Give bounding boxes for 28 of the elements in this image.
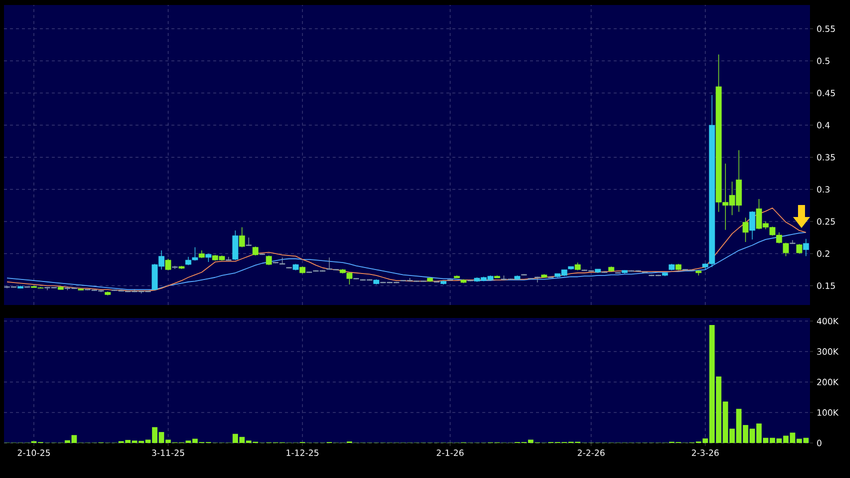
candlestick — [782, 242, 789, 257]
x-tick-label: 3-11-25 — [152, 450, 184, 456]
y-tick-label: 0.2 — [817, 250, 830, 257]
candlestick — [165, 258, 172, 271]
y-tick-label: 200K — [817, 378, 839, 386]
y-tick-label: 400K — [816, 318, 839, 324]
y-tick-label: 0.3 — [817, 186, 830, 193]
x-tick-label: 1-12-25 — [286, 450, 318, 456]
y-tick-label: 300K — [817, 348, 839, 355]
candlestick — [232, 230, 238, 260]
candlestick — [742, 217, 749, 242]
candlestick — [803, 238, 809, 257]
x-tick-label: 2-3-26 — [692, 450, 719, 456]
candlestick — [789, 240, 796, 244]
y-tick-label: 0.5 — [817, 58, 830, 64]
y-tick-label: 0.55 — [817, 26, 835, 32]
y-tick-label: 100K — [817, 409, 839, 416]
y-tick-label: 0 — [817, 440, 822, 446]
y-tick-label: 0.4 — [817, 122, 830, 128]
x-tick-label: 2-1-26 — [436, 450, 464, 456]
candlestick — [749, 210, 756, 240]
y-tick-label: 0.45 — [817, 90, 835, 96]
y-tick-label: 0.15 — [817, 282, 835, 289]
candlestick — [239, 226, 245, 248]
y-tick-label: 0.25 — [817, 218, 835, 225]
x-tick-label: 2-10-25 — [18, 450, 50, 456]
y-tick-label: 0.35 — [817, 154, 835, 160]
x-tick-label: 2-2-26 — [578, 450, 605, 456]
